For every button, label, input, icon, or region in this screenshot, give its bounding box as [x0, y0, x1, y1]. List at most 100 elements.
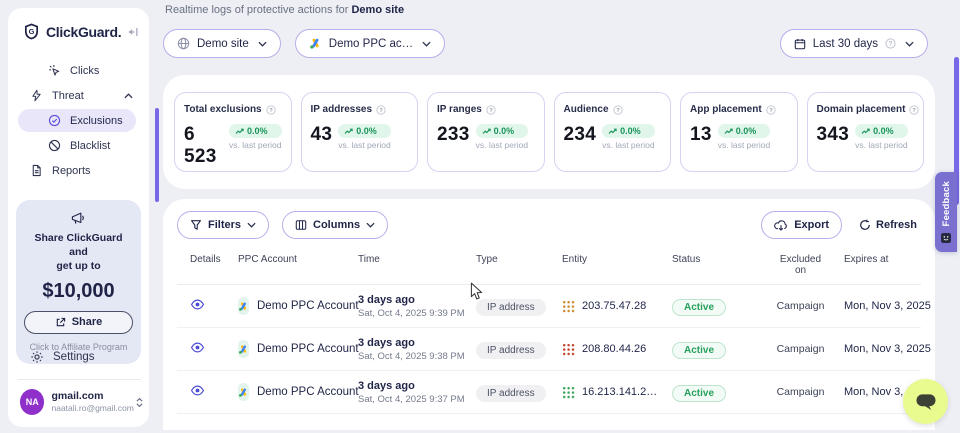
megaphone-icon	[24, 211, 133, 226]
delta-badge: 0.0%	[338, 124, 391, 138]
sidebar-item-label: Clicks	[70, 64, 100, 77]
site-selector[interactable]: Demo site	[163, 29, 281, 58]
chevron-down-icon	[247, 222, 256, 228]
column-header-entity[interactable]: Entity	[562, 254, 588, 265]
sidebar-item-blacklist[interactable]: Blacklist	[8, 133, 149, 158]
info-circle-icon[interactable]: ?	[376, 104, 386, 115]
column-header-status[interactable]: Status	[672, 254, 701, 265]
date-range-selector[interactable]: Last 30 days ?	[779, 29, 928, 58]
selector-row: Demo site Demo PPC ac… Last 30 days ?	[163, 29, 928, 58]
column-header-type[interactable]: Type	[476, 254, 498, 265]
view-details-button[interactable]	[190, 385, 205, 396]
expires-at-cell: Mon, Nov 3, 2025	[844, 343, 931, 355]
column-header-excluded-on[interactable]: Excluded on	[779, 254, 822, 276]
svg-text:?: ?	[616, 108, 620, 114]
svg-text:?: ?	[489, 108, 493, 114]
affiliate-link[interactable]: Click to Affiliate Program	[29, 341, 128, 352]
expires-at-cell: Mon, Nov 3, 2025	[844, 300, 931, 312]
vs-last-period-label: vs. last period	[855, 140, 908, 150]
google-ads-icon	[238, 297, 249, 315]
entity-identicon	[562, 342, 575, 356]
time-cell: 3 days ago	[345, 430, 463, 431]
chat-widget-button[interactable]	[903, 379, 948, 424]
entity-value: 203.75.47.28	[582, 300, 647, 312]
stat-card-ip-addresses: IP addresses ? 43 0.0% vs. last period	[300, 92, 418, 172]
sidebar-divider	[18, 379, 141, 380]
cloud-download-icon	[774, 219, 788, 232]
vs-last-period-label: vs. last period	[475, 140, 529, 150]
info-circle-icon[interactable]: ?	[766, 104, 776, 115]
ppc-account-cell: Demo PPC Account	[225, 340, 359, 358]
export-button-label: Export	[794, 219, 830, 231]
external-link-icon	[55, 317, 66, 328]
refresh-button[interactable]: Refresh	[855, 219, 921, 231]
date-range-label: Last 30 days	[812, 37, 878, 50]
time-absolute: Sat, Oct 4, 2025 9:38 PM	[358, 350, 465, 362]
stat-value: 343	[816, 124, 850, 145]
sidebar-scrollbar[interactable]	[155, 108, 159, 202]
ppc-account-selector[interactable]: Demo PPC ac…	[294, 29, 446, 58]
trend-up-icon	[235, 128, 244, 135]
stat-value: 43	[310, 124, 333, 145]
entity-identicon	[562, 299, 575, 313]
calendar-icon	[794, 38, 806, 50]
sidebar-item-reports[interactable]: Reports	[8, 158, 149, 183]
delta-badge: 0.0%	[229, 124, 282, 138]
time-relative: 3 days ago	[358, 336, 415, 349]
feedback-label: Feedback	[940, 181, 952, 227]
user-menu[interactable]: NA gmail.com naatali.ro@gmail.com	[20, 389, 143, 415]
user-meta: gmail.com naatali.ro@gmail.com	[51, 390, 133, 414]
ppc-account-name: Demo PPC Account	[257, 343, 359, 355]
stat-label: IP addresses	[310, 104, 373, 115]
column-header-time[interactable]: Time	[358, 254, 380, 265]
user-name: gmail.com	[51, 390, 104, 403]
export-button[interactable]: Export	[761, 211, 843, 239]
info-circle-icon[interactable]: ?	[909, 104, 920, 115]
column-header-ppc-account[interactable]: PPC Account	[238, 254, 297, 265]
sidebar-item-settings[interactable]: Settings	[16, 345, 141, 369]
main-scrollbar[interactable]	[954, 57, 959, 205]
page-title: Realtime logs of protective actions for …	[165, 4, 404, 16]
table-row-partial: 3 days ago	[177, 414, 921, 431]
column-header-details[interactable]: Details	[190, 254, 221, 265]
feedback-tab[interactable]: Feedback	[935, 172, 957, 252]
trend-up-icon	[724, 128, 733, 135]
sidebar-item-exclusions[interactable]: Exclusions	[18, 109, 136, 132]
column-header-expires-at[interactable]: Expires at	[844, 254, 889, 265]
view-details-button[interactable]	[190, 299, 205, 310]
stat-card-total-exclusions: Total exclusions ? 6 523 0.0% vs. last p…	[174, 92, 292, 172]
google-ads-icon	[238, 340, 249, 358]
stat-value: 233	[437, 124, 470, 145]
threat-icon	[30, 89, 43, 102]
page-title-prefix: Realtime logs of protective actions for	[165, 4, 352, 16]
filters-button[interactable]: Filters	[177, 211, 270, 239]
info-circle-icon[interactable]: ?	[266, 104, 276, 115]
sidebar-item-threat[interactable]: Threat	[8, 83, 149, 108]
sidebar-item-clicks[interactable]: Clicks	[8, 58, 149, 83]
delta-value: 0.0%	[873, 126, 894, 136]
ppc-account-cell: Demo PPC Account	[225, 297, 359, 315]
type-badge: IP address	[476, 298, 546, 316]
collapse-sidebar-icon[interactable]	[127, 26, 139, 38]
refresh-button-label: Refresh	[876, 219, 917, 231]
type-badge: IP address	[476, 341, 546, 359]
info-circle-icon[interactable]: ?	[612, 104, 623, 115]
delta-value: 0.0%	[620, 126, 641, 136]
status-badge: Active	[672, 298, 727, 316]
info-circle-icon[interactable]: ?	[486, 104, 496, 115]
entity-cell: 208.80.44.26	[549, 342, 659, 356]
sidebar-item-label: Threat	[52, 89, 84, 102]
time-absolute: Sat, Oct 4, 2025 9:37 PM	[358, 393, 465, 405]
view-details-button[interactable]	[190, 342, 205, 353]
delta-badge: 0.0%	[855, 124, 908, 138]
globe-icon	[177, 37, 190, 50]
sidebar: G ClickGuard. Clicks Threat Exclu	[8, 8, 159, 427]
chevron-down-icon	[366, 222, 375, 228]
trend-up-icon	[861, 128, 870, 135]
trend-up-icon	[344, 128, 353, 135]
stat-card-ip-ranges: IP ranges ? 233 0.0% vs. last period	[427, 92, 545, 172]
stats-panel: Total exclusions ? 6 523 0.0% vs. last p…	[163, 75, 935, 189]
share-button[interactable]: Share	[24, 310, 133, 334]
promo-text-line2: get up to	[56, 260, 101, 273]
columns-button[interactable]: Columns	[282, 211, 389, 239]
